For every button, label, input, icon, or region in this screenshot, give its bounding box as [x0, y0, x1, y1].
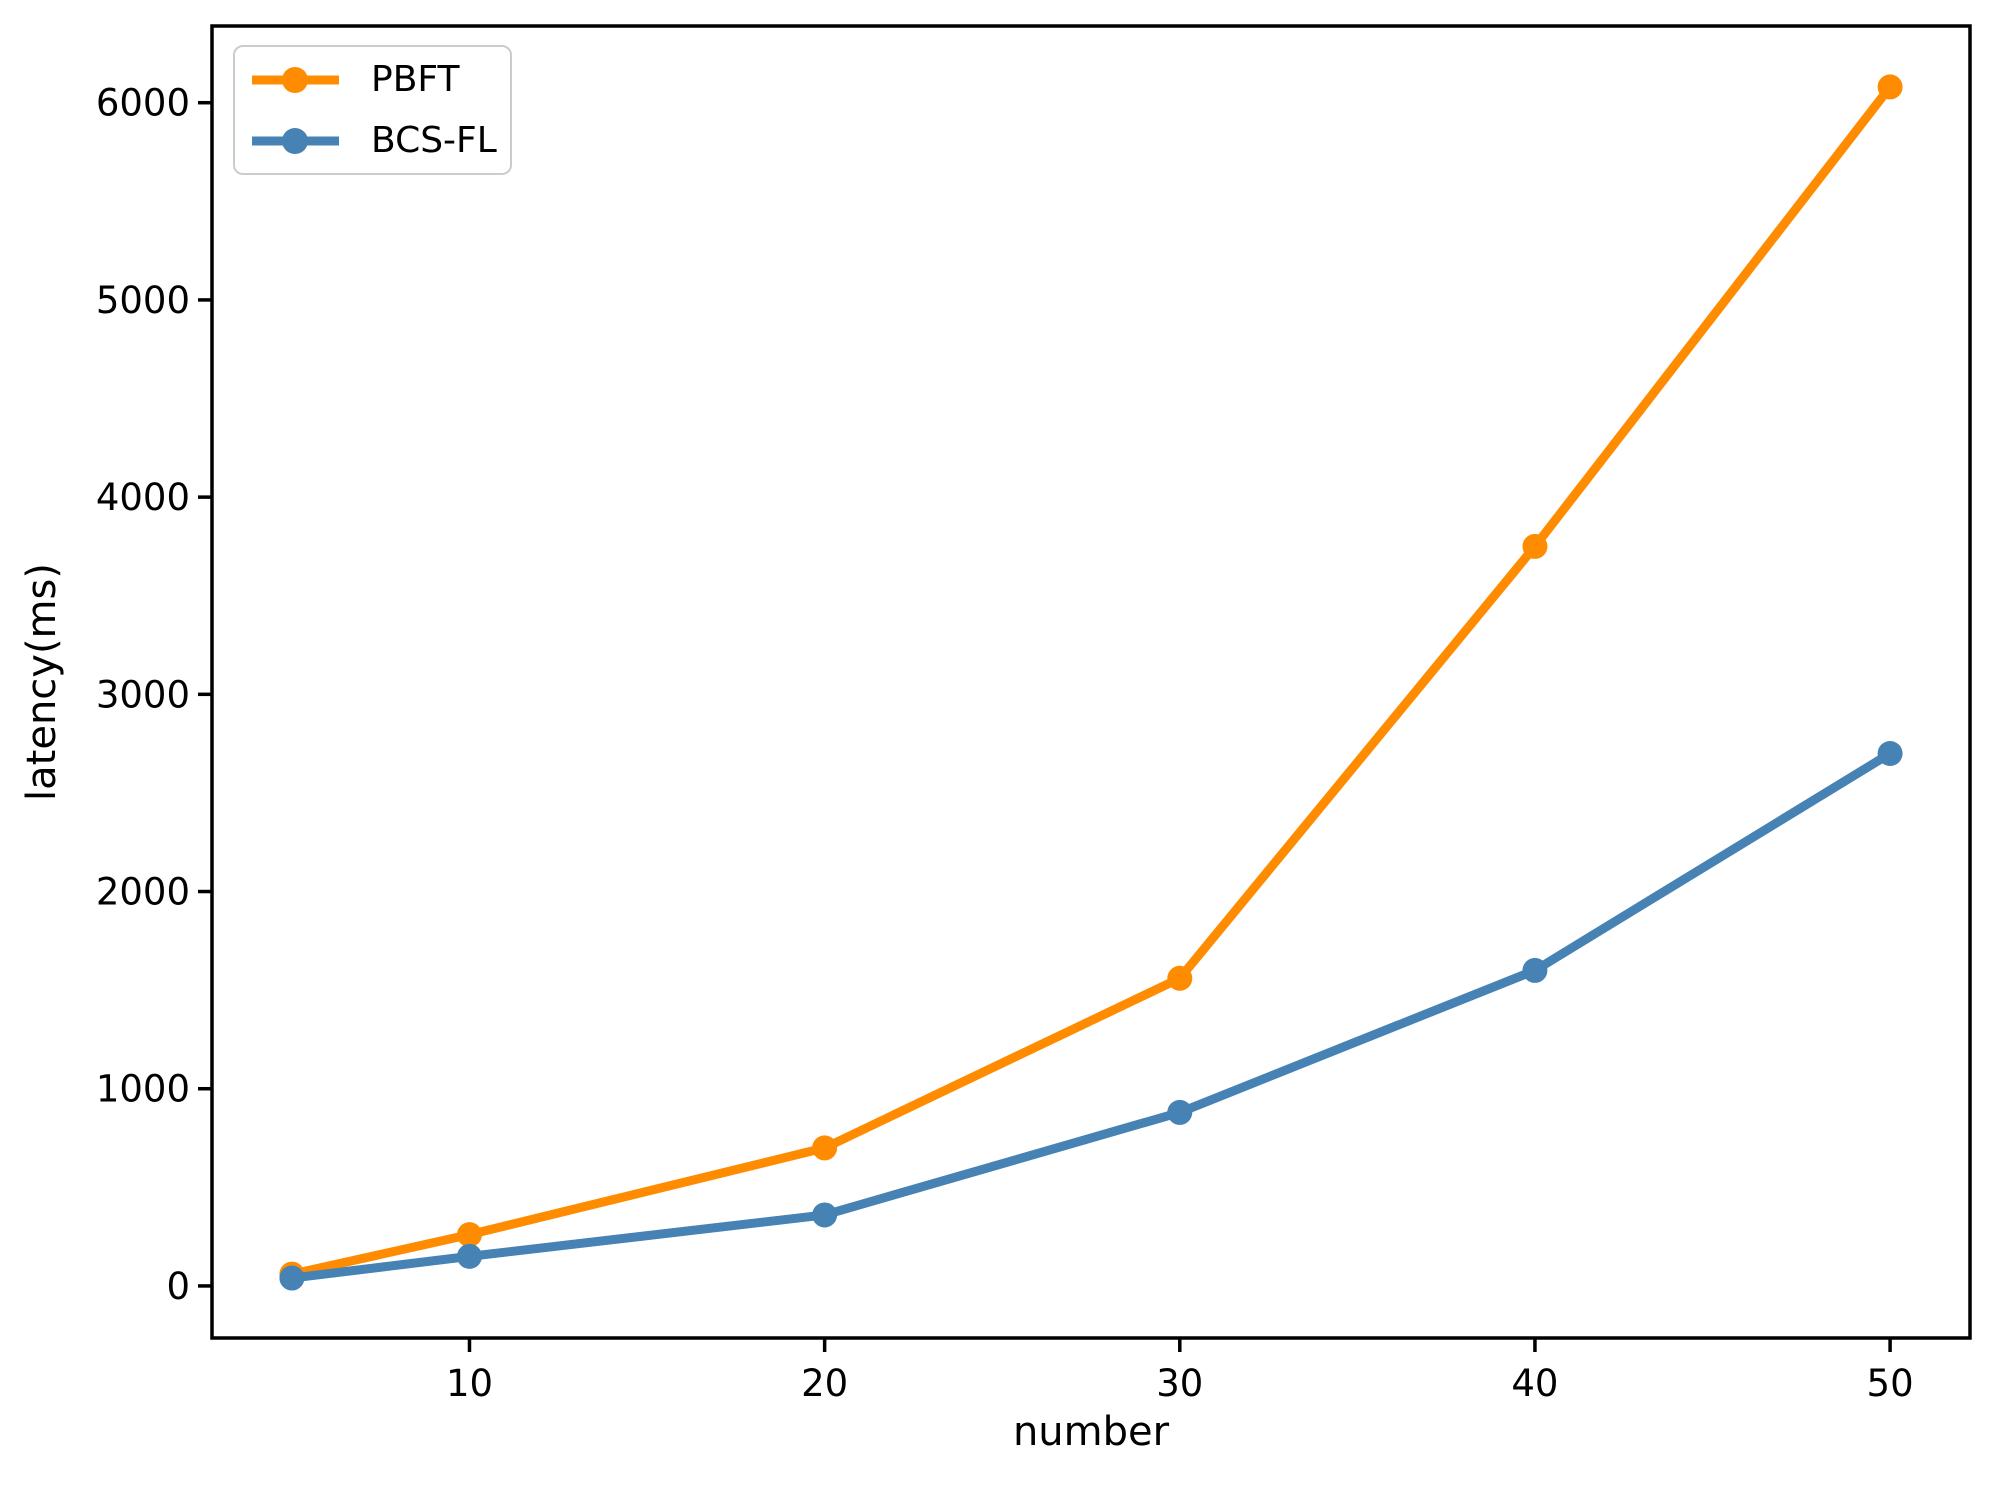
data-point-bcs-fl	[1522, 957, 1548, 983]
x-tick-label: 20	[801, 1362, 848, 1405]
data-point-bcs-fl	[812, 1202, 838, 1228]
series-line-bcs-fl	[287, 748, 1895, 1283]
legend-item-bcs-fl: BCS-FL	[235, 111, 510, 171]
y-tick-label: 1000	[96, 1068, 190, 1111]
x-tick-label: 30	[1156, 1362, 1203, 1405]
legend-label: BCS-FL	[371, 120, 497, 161]
x-tick-label: 40	[1511, 1362, 1558, 1405]
y-tick-label: 4000	[96, 476, 190, 519]
x-tick-label: 10	[446, 1362, 493, 1405]
y-tick-label: 6000	[96, 82, 190, 125]
legend-item-pbft: PBFT	[235, 50, 510, 110]
chart-legend: PBFT BCS-FL	[233, 45, 512, 175]
legend-label: PBFT	[371, 59, 460, 100]
data-point-bcs-fl	[456, 1243, 482, 1269]
data-point-pbft	[1877, 74, 1903, 100]
data-point-pbft	[812, 1135, 838, 1161]
y-tick-label: 0	[166, 1265, 190, 1308]
data-point-bcs-fl	[1167, 1099, 1193, 1125]
x-tick-label: 50	[1867, 1362, 1914, 1405]
data-point-pbft	[1522, 533, 1548, 559]
y-tick-label: 3000	[96, 673, 190, 716]
y-tick-label: 5000	[96, 279, 190, 322]
series-line-pbft	[287, 82, 1895, 1279]
data-point-bcs-fl	[279, 1265, 305, 1291]
axes-frame	[210, 24, 1972, 1340]
data-point-pbft	[456, 1222, 482, 1248]
y-tick-label: 2000	[96, 871, 190, 914]
data-point-pbft	[1167, 965, 1193, 991]
legend-line-sample-icon	[252, 127, 339, 154]
legend-line-sample-icon	[252, 66, 339, 93]
data-point-bcs-fl	[1877, 740, 1903, 766]
